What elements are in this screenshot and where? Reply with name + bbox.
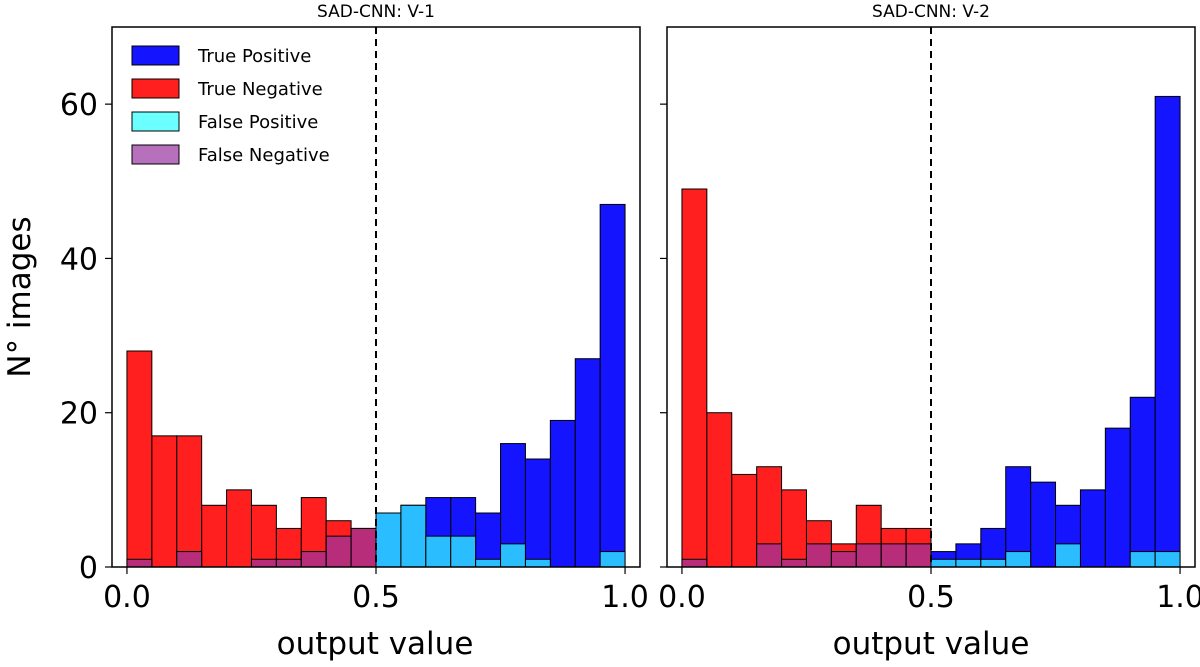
bar-true-negative: [706, 412, 733, 568]
x-tick-label: 1.0: [601, 580, 649, 615]
bar-false-negative: [855, 543, 882, 568]
bar-true-positive: [1104, 427, 1131, 568]
panel-v1: SAD-CNN: V-1 0.0 0.5 1.0 0 20 40 60 output va…: [60, 2, 649, 662]
x-tick-label: 1.0: [1156, 580, 1200, 615]
bar-false-negative: [275, 558, 302, 568]
y-ticks-v1: 0 20 40 60: [60, 88, 112, 586]
legend-swatch-true-negative: [131, 78, 180, 99]
bar-false-negative: [350, 527, 377, 568]
bar-true-negative: [151, 435, 178, 568]
bar-false-positive: [400, 504, 427, 568]
panel-title-v2: SAD-CNN: V-2: [872, 2, 990, 22]
x-tick-label: 0.5: [352, 580, 400, 615]
bar-true-positive: [549, 419, 576, 568]
bar-false-positive: [1005, 551, 1032, 568]
legend: True Positive True Negative False Positive…: [131, 45, 330, 166]
x-tick-label: 0.0: [658, 580, 706, 615]
legend-swatch-false-negative: [131, 144, 180, 165]
bar-true-negative: [176, 435, 203, 568]
bar-true-positive: [1154, 95, 1181, 568]
x-ticks-v2: 0.0 0.5 1.0: [658, 567, 1200, 615]
bar-false-negative: [325, 535, 352, 568]
x-tick-label: 0.5: [907, 580, 955, 615]
bar-false-negative: [681, 558, 708, 568]
bar-true-negative: [226, 489, 252, 568]
bar-false-negative: [756, 543, 783, 568]
panel-v2: SAD-CNN: V-2 0.0 0.5 1.0 output value: [658, 2, 1200, 662]
legend-label-false-positive: False Positive: [198, 112, 318, 133]
bar-true-positive: [1129, 396, 1156, 568]
bar-false-negative: [781, 558, 807, 568]
bar-false-positive: [475, 558, 502, 568]
legend-label-false-negative: False Negative: [198, 145, 330, 166]
bar-false-negative: [905, 543, 932, 568]
y-tick-label: 60: [60, 88, 98, 123]
bar-false-positive: [955, 558, 982, 568]
bar-false-negative: [126, 558, 153, 568]
bar-true-positive: [574, 358, 601, 568]
bar-false-positive: [425, 535, 452, 568]
y-axis-label: N° images: [2, 216, 38, 377]
y-tick-label: 0: [79, 551, 98, 586]
bar-false-negative: [805, 543, 832, 568]
y-tick-label: 40: [60, 242, 98, 277]
bars-v2: [681, 95, 1181, 568]
bar-false-positive: [980, 558, 1007, 568]
bar-true-positive: [1079, 489, 1106, 568]
bar-true-positive: [1030, 481, 1057, 568]
bar-true-positive: [524, 458, 551, 568]
bar-false-positive: [1154, 551, 1181, 568]
bar-false-positive: [450, 535, 477, 568]
legend-swatch-false-positive: [131, 111, 180, 132]
y-ticks-v2: [660, 103, 667, 568]
bar-true-negative: [781, 489, 807, 568]
bars-v1: [126, 203, 626, 568]
bar-false-positive: [1055, 543, 1081, 568]
bar-true-positive: [1005, 466, 1032, 568]
legend-label-true-positive: True Positive: [197, 46, 311, 67]
bar-true-negative: [201, 504, 228, 568]
bar-false-negative: [250, 558, 277, 568]
y-tick-label: 20: [60, 397, 98, 432]
bar-true-positive: [599, 203, 626, 568]
bar-false-positive: [930, 558, 957, 568]
bar-false-negative: [880, 543, 907, 568]
bar-false-positive: [500, 543, 526, 568]
bar-false-negative: [176, 551, 203, 568]
bar-false-positive: [1129, 551, 1156, 568]
x-tick-label: 0.0: [103, 580, 151, 615]
bar-true-negative: [731, 473, 758, 568]
bar-false-positive: [375, 512, 402, 568]
bar-true-negative: [681, 188, 708, 568]
bar-false-negative: [300, 551, 327, 568]
bar-true-negative: [126, 350, 153, 568]
x-axis-label-v1: output value: [277, 626, 474, 662]
bar-true-negative: [250, 504, 277, 568]
legend-label-true-negative: True Negative: [197, 79, 323, 100]
x-ticks-v1: 0.0 0.5 1.0: [103, 567, 649, 615]
bar-false-positive: [599, 551, 626, 568]
bar-false-negative: [830, 551, 857, 568]
x-axis-label-v2: output value: [833, 626, 1030, 662]
panel-title-v1: SAD-CNN: V-1: [317, 2, 435, 22]
legend-swatch-true-positive: [131, 45, 180, 66]
bar-false-positive: [524, 558, 551, 568]
